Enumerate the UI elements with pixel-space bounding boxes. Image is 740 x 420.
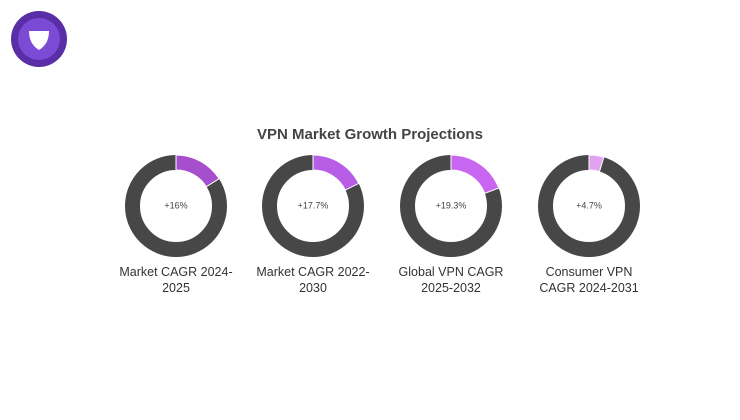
donut-segment — [588, 154, 605, 173]
chart-title: VPN Market Growth Projections — [257, 126, 483, 143]
category-label: Market CAGR 2024-2025 — [119, 265, 233, 295]
value-label: +17.7% — [298, 200, 329, 210]
donut-segment — [450, 154, 500, 195]
value-label: +4.7% — [576, 200, 602, 210]
donut-segment — [175, 154, 220, 188]
category-label: Market CAGR 2022-2030 — [256, 265, 370, 295]
category-label: Consumer VPN CAGR 2024-2031 — [539, 265, 639, 295]
value-label: +16% — [164, 200, 187, 210]
donut-segment — [312, 154, 360, 191]
logo — [11, 11, 67, 67]
value-label: +19.3% — [436, 200, 467, 210]
category-label: Global VPN CAGR 2025-2032 — [398, 265, 504, 295]
